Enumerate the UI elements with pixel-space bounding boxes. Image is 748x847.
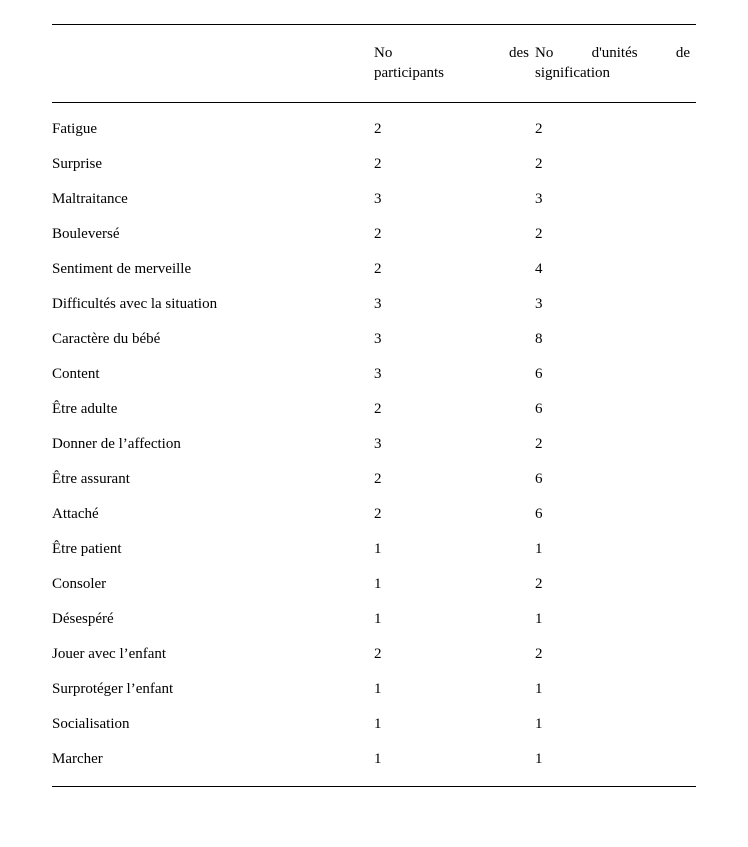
cell-label: Être patient [52,532,374,567]
cell-units: 6 [535,392,696,427]
cell-label: Désespéré [52,602,374,637]
table-row: Bouleversé22 [52,217,696,252]
cell-participants: 2 [374,102,535,147]
cell-label: Surprotéger l’enfant [52,672,374,707]
cell-units: 4 [535,252,696,287]
cell-units: 6 [535,497,696,532]
cell-participants: 1 [374,672,535,707]
cell-participants: 1 [374,532,535,567]
table-header: No des participants No d'unités de signi… [52,25,696,103]
cell-units: 1 [535,672,696,707]
cell-units: 8 [535,322,696,357]
cell-label: Surprise [52,147,374,182]
table-row: Maltraitance33 [52,182,696,217]
cell-participants: 1 [374,707,535,742]
cell-participants: 3 [374,357,535,392]
table-row: Surprise22 [52,147,696,182]
cell-units: 1 [535,742,696,786]
bottom-rule [52,786,696,787]
table-row: Marcher11 [52,742,696,786]
cell-label: Consoler [52,567,374,602]
table-row: Socialisation11 [52,707,696,742]
table-body: Fatigue22Surprise22Maltraitance33Bouleve… [52,102,696,786]
table-row: Donner de l’affection32 [52,427,696,462]
cell-participants: 3 [374,287,535,322]
cell-units: 1 [535,602,696,637]
cell-label: Jouer avec l’enfant [52,637,374,672]
header-units-line2: signification [535,63,690,83]
cell-units: 2 [535,147,696,182]
cell-label: Être assurant [52,462,374,497]
header-units: No d'unités de signification [535,25,696,103]
cell-units: 2 [535,567,696,602]
cell-units: 2 [535,217,696,252]
table-row: Être patient11 [52,532,696,567]
cell-participants: 3 [374,322,535,357]
cell-units: 2 [535,427,696,462]
table-row: Surprotéger l’enfant11 [52,672,696,707]
cell-units: 2 [535,102,696,147]
table-row: Sentiment de merveille24 [52,252,696,287]
table-row: Consoler12 [52,567,696,602]
cell-units: 3 [535,182,696,217]
table-row: Être assurant26 [52,462,696,497]
table-row: Difficultés avec la situation33 [52,287,696,322]
cell-label: Bouleversé [52,217,374,252]
header-units-line1: No d'unités de [535,43,690,63]
table-row: Attaché26 [52,497,696,532]
table-row: Être adulte26 [52,392,696,427]
cell-participants: 1 [374,567,535,602]
cell-label: Difficultés avec la situation [52,287,374,322]
table-row: Content36 [52,357,696,392]
cell-units: 6 [535,357,696,392]
cell-label: Content [52,357,374,392]
cell-participants: 2 [374,392,535,427]
cell-participants: 3 [374,182,535,217]
table-row: Jouer avec l’enfant22 [52,637,696,672]
cell-label: Attaché [52,497,374,532]
header-participants-line1: No des [374,43,529,63]
table-row: Désespéré11 [52,602,696,637]
cell-participants: 3 [374,427,535,462]
table-row: Fatigue22 [52,102,696,147]
header-label [52,25,374,103]
header-participants: No des participants [374,25,535,103]
cell-label: Donner de l’affection [52,427,374,462]
cell-label: Socialisation [52,707,374,742]
cell-participants: 2 [374,217,535,252]
cell-label: Maltraitance [52,182,374,217]
cell-units: 3 [535,287,696,322]
cell-label: Caractère du bébé [52,322,374,357]
cell-participants: 2 [374,147,535,182]
cell-label: Marcher [52,742,374,786]
cell-label: Être adulte [52,392,374,427]
cell-participants: 2 [374,252,535,287]
cell-participants: 2 [374,637,535,672]
cell-label: Fatigue [52,102,374,147]
data-table: No des participants No d'unités de signi… [52,24,696,786]
header-row: No des participants No d'unités de signi… [52,25,696,103]
cell-participants: 1 [374,742,535,786]
cell-units: 6 [535,462,696,497]
cell-units: 2 [535,637,696,672]
cell-units: 1 [535,532,696,567]
cell-label: Sentiment de merveille [52,252,374,287]
page: No des participants No d'unités de signi… [0,0,748,847]
cell-participants: 2 [374,497,535,532]
cell-units: 1 [535,707,696,742]
cell-participants: 2 [374,462,535,497]
header-participants-line2: participants [374,63,529,83]
cell-participants: 1 [374,602,535,637]
table-row: Caractère du bébé38 [52,322,696,357]
